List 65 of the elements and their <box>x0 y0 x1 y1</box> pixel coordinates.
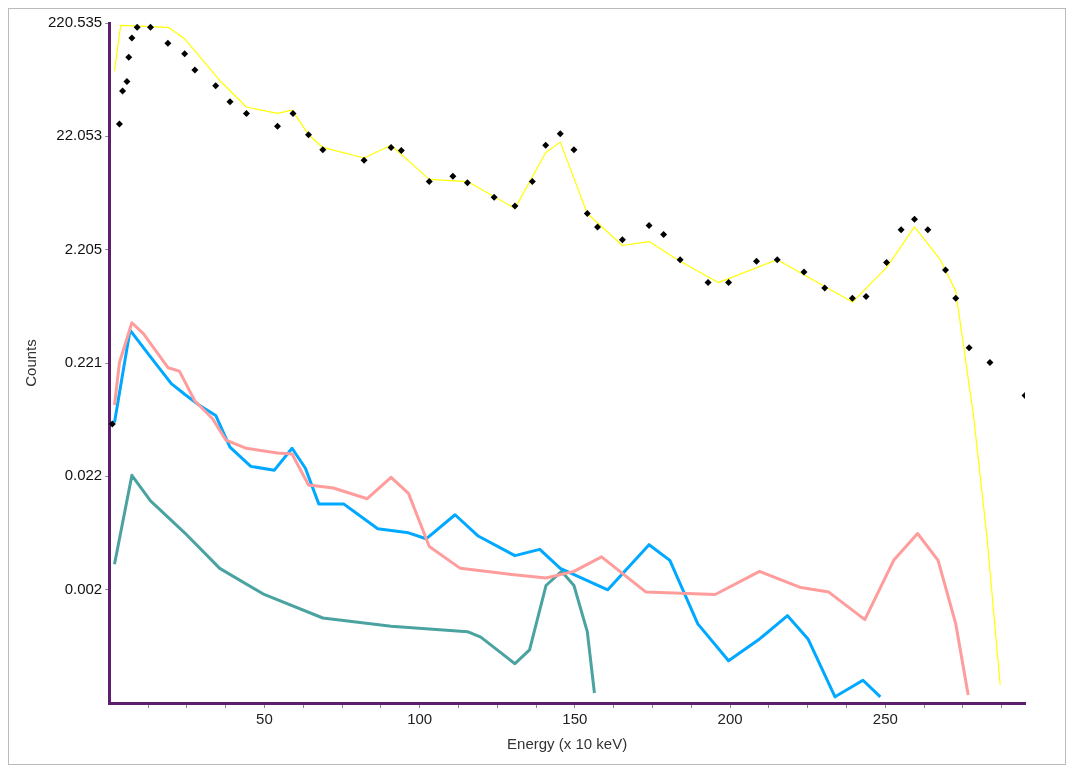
point <box>965 344 973 352</box>
point <box>752 257 760 265</box>
x-tick-label: 250 <box>872 710 898 728</box>
point <box>848 294 856 302</box>
point <box>425 178 433 186</box>
point <box>883 258 891 266</box>
point <box>570 146 578 154</box>
point <box>645 222 653 230</box>
point <box>305 131 313 139</box>
point <box>986 358 994 366</box>
point <box>618 236 626 244</box>
point <box>387 143 395 151</box>
point <box>490 193 498 201</box>
x-tick-label: 100 <box>407 710 433 728</box>
point <box>289 109 297 117</box>
point <box>660 231 668 239</box>
point <box>594 223 602 231</box>
point <box>133 23 141 31</box>
point <box>511 202 519 210</box>
point <box>725 279 733 287</box>
point <box>862 293 870 301</box>
point <box>897 226 905 234</box>
point <box>942 266 950 274</box>
point <box>397 147 405 155</box>
point <box>773 256 781 264</box>
point <box>821 284 829 292</box>
y-tick-label: 220.535 <box>47 13 103 31</box>
point <box>125 53 133 61</box>
point <box>147 23 155 31</box>
y-axis-title: Counts <box>22 339 40 387</box>
y-tick-label: 2.205 <box>64 239 103 257</box>
point <box>226 98 234 106</box>
point <box>449 172 457 180</box>
point <box>181 50 189 58</box>
point <box>128 34 136 42</box>
point <box>528 178 536 186</box>
point <box>583 209 591 217</box>
y-tick-label: 0.221 <box>64 353 103 371</box>
point <box>676 256 684 264</box>
point <box>212 82 220 90</box>
x-axis-title: Energy (x 10 keV) <box>507 735 628 753</box>
point <box>704 279 712 287</box>
point <box>924 226 932 234</box>
x-tick-label: 200 <box>717 710 743 728</box>
point <box>360 156 368 164</box>
point <box>542 141 550 149</box>
point <box>273 122 281 130</box>
x-tick-label: 150 <box>562 710 588 728</box>
point <box>191 66 199 74</box>
point <box>119 87 127 95</box>
x-tick-label: 50 <box>256 710 273 728</box>
y-tick-label: 22.053 <box>56 126 103 144</box>
point <box>164 39 172 47</box>
point <box>115 120 123 128</box>
point <box>319 146 327 154</box>
point <box>109 420 116 428</box>
point <box>123 77 131 85</box>
point <box>242 109 250 117</box>
y-tick-label: 0.022 <box>64 466 103 484</box>
point <box>910 215 918 223</box>
point <box>556 130 564 138</box>
point <box>800 268 808 276</box>
point <box>952 294 960 302</box>
point <box>463 179 471 187</box>
y-tick-label: 0.002 <box>64 579 103 597</box>
